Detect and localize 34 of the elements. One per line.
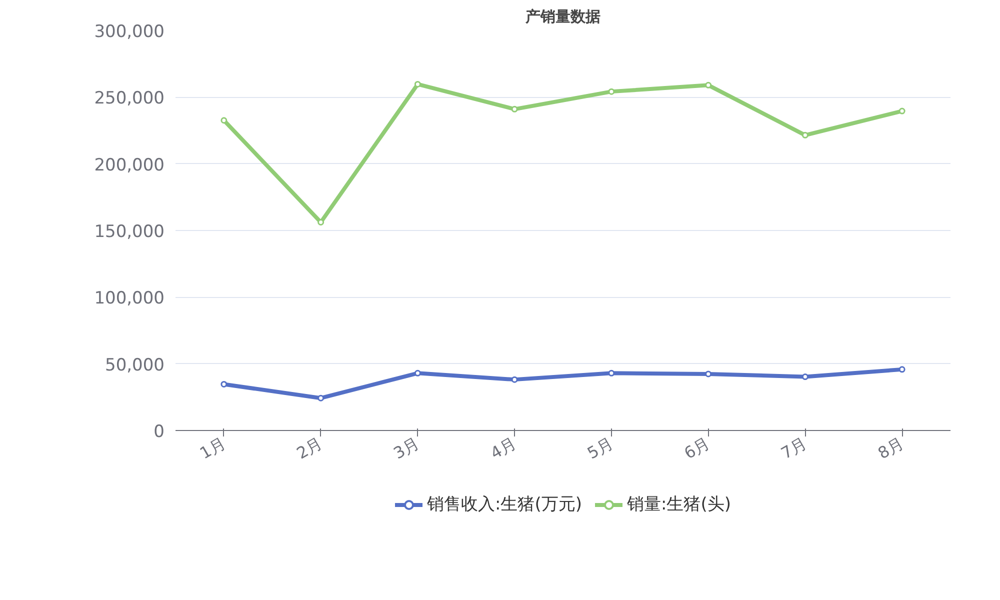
x-tick-label: 4月 (487, 433, 520, 463)
y-tick-label: 300,000 (94, 22, 165, 42)
point (608, 88, 615, 95)
x-tick-label: 6月 (680, 433, 714, 463)
point (511, 106, 518, 112)
chart-title: 产销量数据 (524, 8, 600, 26)
y-tick-label: 50,000 (105, 355, 164, 376)
point (608, 370, 615, 376)
point (511, 376, 518, 383)
legend-label: 销售收入:生猪(万元) (427, 494, 582, 516)
point (705, 82, 712, 88)
point (318, 394, 324, 402)
x-tick-label: 5月 (584, 433, 616, 463)
point (318, 218, 324, 226)
y-tick-label: 200,000 (94, 155, 165, 176)
point (802, 374, 808, 380)
legend-label: 销量:生猪(头) (627, 494, 731, 516)
x-tick-label: 1月 (196, 433, 229, 463)
point (898, 108, 906, 114)
point (802, 132, 808, 138)
x-tick-label: 8月 (874, 433, 907, 463)
y-tick-label: 250,000 (94, 88, 165, 109)
y-tick-label: 0 (154, 422, 165, 442)
point (705, 370, 712, 378)
point (220, 380, 228, 388)
y-tick-label: 150,000 (94, 222, 165, 242)
x-tick-label: 3月 (390, 433, 422, 463)
x-tick-label: 7月 (778, 433, 810, 463)
y-tick-label: 100,000 (94, 288, 165, 309)
point (414, 80, 421, 88)
point (220, 117, 228, 124)
x-tick-label: 2月 (293, 433, 326, 463)
point (898, 366, 906, 373)
point (414, 370, 421, 376)
